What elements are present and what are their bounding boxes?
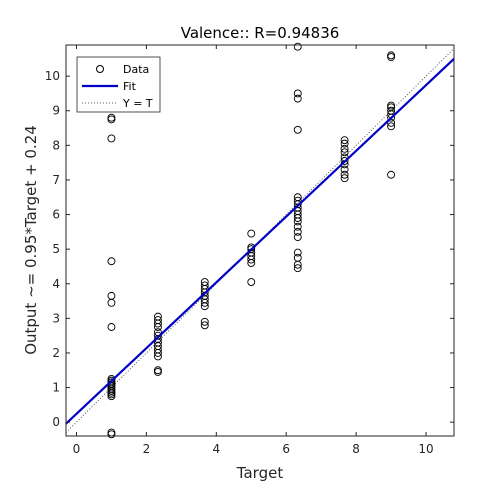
data-point <box>107 291 116 300</box>
x-tick-label: 6 <box>282 442 290 456</box>
data-point <box>107 134 116 143</box>
data-point <box>387 51 396 60</box>
y-tick-label: 7 <box>52 173 60 187</box>
data-point <box>153 366 162 375</box>
data-point <box>293 42 302 51</box>
x-tick-label: 2 <box>143 442 151 456</box>
legend-data-label: Data <box>123 63 149 76</box>
data-point <box>107 113 116 122</box>
y-tick-label: 8 <box>52 138 60 152</box>
x-tick-label: 4 <box>212 442 220 456</box>
data-point <box>153 316 162 325</box>
y-tick-label: 10 <box>45 69 60 83</box>
fit-line <box>65 58 455 425</box>
x-axis-label: Target <box>236 464 284 482</box>
data-point <box>153 328 162 337</box>
data-point <box>387 170 396 179</box>
data-point <box>340 165 349 174</box>
x-tick-label: 0 <box>73 442 81 456</box>
data-point <box>153 312 162 321</box>
chart-title: Valence:: R=0.94836 <box>181 24 340 42</box>
data-point <box>293 248 302 257</box>
data-point <box>340 156 349 165</box>
y-tick-label: 0 <box>52 415 60 429</box>
data-point <box>293 227 302 236</box>
data-point <box>200 281 209 290</box>
data-point <box>200 278 209 286</box>
legend-identity-label: Y = T <box>122 97 153 110</box>
y-axis-ticks: 0 1 2 3 4 5 6 7 8 9 10 <box>45 69 454 429</box>
data-point <box>107 323 116 331</box>
plot-frame <box>65 44 455 437</box>
data-point <box>293 125 302 134</box>
data-point <box>200 321 209 330</box>
identity-line-group <box>65 48 455 433</box>
fit-line-group <box>65 58 455 425</box>
data-point <box>247 278 256 286</box>
data-point <box>107 257 116 266</box>
data-point <box>340 148 349 157</box>
legend-data-marker <box>96 65 104 73</box>
data-point <box>293 94 302 103</box>
data-point <box>387 101 396 110</box>
y-tick-label: 3 <box>52 311 60 325</box>
data-point <box>293 264 302 273</box>
data-point <box>293 253 302 262</box>
x-axis-ticks: 0 2 4 6 8 10 <box>73 45 434 456</box>
data-point <box>340 136 349 145</box>
x-tick-label: 10 <box>418 442 433 456</box>
data-point <box>340 139 349 148</box>
legend-fit-label: Fit <box>123 80 137 93</box>
x-tick-label: 8 <box>352 442 360 456</box>
data-point <box>387 106 396 115</box>
data-point <box>293 193 302 202</box>
y-tick-label: 5 <box>52 242 60 256</box>
y-tick-label: 1 <box>52 381 60 395</box>
legend: Data Fit Y = T <box>76 56 161 113</box>
data-point <box>293 89 302 98</box>
data-point <box>340 170 349 179</box>
y-tick-label: 9 <box>52 104 60 118</box>
legend-box <box>76 56 161 113</box>
identity-line <box>65 48 455 433</box>
data-point <box>293 222 302 231</box>
data-point <box>293 196 302 205</box>
y-tick-label: 6 <box>52 208 60 222</box>
data-point <box>387 122 396 131</box>
data-point <box>293 233 302 241</box>
y-tick-label: 4 <box>52 277 60 291</box>
data-point <box>153 331 162 340</box>
y-tick-label: 2 <box>52 346 60 360</box>
data-point <box>107 430 116 439</box>
data-point <box>340 144 349 153</box>
y-axis-label: Output ~= 0.95*Target + 0.24 <box>22 125 40 355</box>
data-point <box>340 174 349 183</box>
data-point <box>200 317 209 326</box>
data-point <box>247 229 256 238</box>
